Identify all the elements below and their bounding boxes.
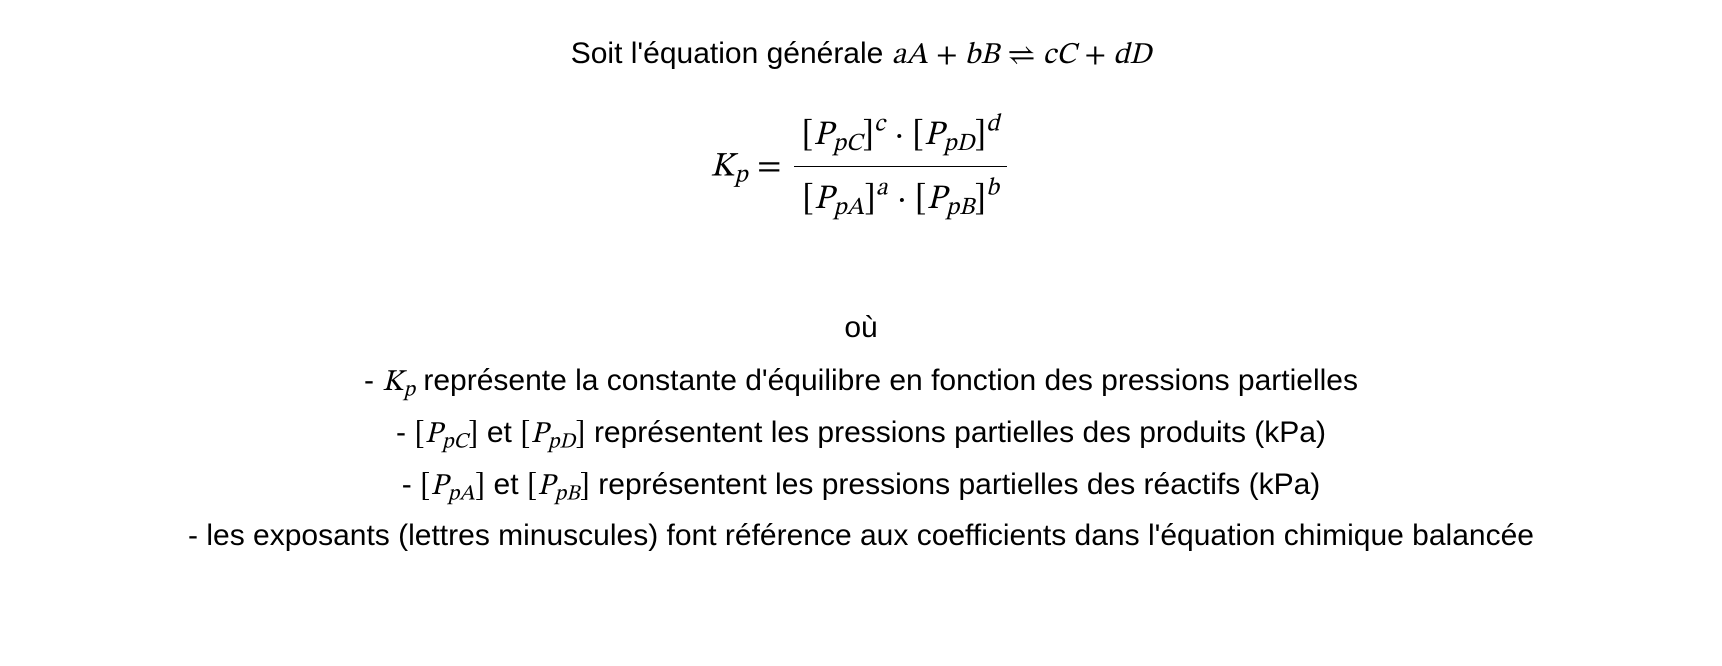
- definitions-block: - Kp représente la constante d'équilibre…: [188, 355, 1534, 558]
- kp-fraction: [PpC]c · [PpD]d [PpA]a · [PpB]b: [794, 107, 1008, 226]
- def-prod-p1: p: [442, 432, 454, 453]
- reaction-rhs-species-D: D: [1129, 41, 1151, 71]
- lb: [: [414, 420, 424, 450]
- rbracket: ]: [974, 119, 986, 153]
- rbracket: ]: [862, 119, 874, 153]
- reaction-plus-1: +: [936, 41, 965, 71]
- kp-num-exp-d: d: [986, 112, 999, 137]
- reaction-rhs-coef-d: d: [1113, 41, 1129, 71]
- reaction-lhs-coef-a: a: [892, 41, 906, 71]
- def-kp-sub: p: [403, 381, 415, 402]
- kp-denominator: [PpA]a · [PpB]b: [794, 167, 1008, 226]
- kp-formula: Kp = [PpC]c · [PpD]d [PpA]a · [PpB]b: [711, 107, 1012, 226]
- reaction-rhs-species-C: C: [1056, 41, 1076, 71]
- dash: -: [188, 519, 206, 552]
- reaction-lhs-coef-b: b: [965, 41, 981, 71]
- kp-num-term-C: [PpC]c: [802, 114, 895, 152]
- kp-equals: =: [757, 150, 789, 184]
- kp-den-cdot: ·: [897, 183, 915, 217]
- kp-den-species-A: A: [846, 195, 864, 220]
- rb: ]: [475, 472, 485, 502]
- lb: [: [520, 420, 530, 450]
- def-reac-A: A: [459, 484, 475, 505]
- kp-num-P-1: P: [813, 119, 832, 153]
- document-root: Soit l'équation générale aA + bB ⇌ cC + …: [0, 0, 1722, 666]
- lbracket: [: [802, 183, 814, 217]
- kp-numerator: [PpC]c · [PpD]d: [794, 107, 1008, 167]
- def-reac-p1: p: [448, 484, 460, 505]
- def-prod-P1: P: [425, 420, 442, 450]
- reaction-plus-2: +: [1085, 41, 1114, 71]
- kp-num-p-1: p: [833, 131, 846, 156]
- rbracket: ]: [864, 183, 876, 217]
- def-prod-D: D: [559, 432, 575, 453]
- def-prod-P2: P: [531, 420, 548, 450]
- def-prod-p2: p: [548, 432, 560, 453]
- where-label: où: [844, 306, 877, 350]
- def-reac-P2: P: [537, 472, 554, 502]
- dash: -: [396, 416, 414, 449]
- def-reac-text: représentent les pressions partielles de…: [598, 468, 1320, 501]
- kp-den-exp-a: a: [876, 176, 888, 201]
- kp-den-P-2: P: [927, 183, 946, 217]
- kp-num-term-D: [PpD]d: [912, 114, 999, 152]
- kp-den-exp-b: b: [986, 176, 999, 201]
- kp-den-p-2: p: [946, 195, 959, 220]
- reaction-rhs-coef-c: c: [1043, 41, 1056, 71]
- def-prod-and: et: [487, 416, 520, 449]
- lbracket: [: [802, 119, 814, 153]
- dash: -: [364, 364, 382, 397]
- def-reac-P1: P: [431, 472, 448, 502]
- kp-den-P-1: P: [814, 183, 833, 217]
- lb: [: [420, 472, 430, 502]
- kp-den-term-B: [PpB]b: [915, 178, 999, 216]
- lb: [: [527, 472, 537, 502]
- kp-den-species-B: B: [959, 195, 974, 220]
- reaction-equilibrium-arrows: ⇌: [1007, 41, 1043, 71]
- definition-products: - [PpC] et [PpD] représentent les pressi…: [188, 411, 1534, 459]
- kp-num-P-2: P: [924, 119, 943, 153]
- kp-symbol-sub-p: p: [734, 162, 747, 187]
- kp-num-species-C: C: [846, 131, 862, 156]
- reaction-lhs-species-A: A: [906, 41, 928, 71]
- kp-den-p-1: p: [833, 195, 846, 220]
- def-reac-B: B: [566, 484, 579, 505]
- rbracket: ]: [974, 183, 986, 217]
- definition-reactants: - [PpA] et [PpB] représentent les pressi…: [188, 463, 1534, 511]
- kp-den-term-A: [PpA]a: [802, 178, 897, 216]
- intro-prefix: Soit l'équation générale: [571, 37, 892, 70]
- lbracket: [: [912, 119, 924, 153]
- kp-symbol-K: K: [711, 150, 735, 184]
- kp-num-species-D: D: [956, 131, 974, 156]
- def-prod-text: représentent les pressions partielles de…: [594, 416, 1326, 449]
- rb: ]: [575, 420, 585, 450]
- lbracket: [: [915, 183, 927, 217]
- rb: ]: [468, 420, 478, 450]
- def-kp-K: K: [382, 368, 403, 398]
- kp-num-p-2: p: [943, 131, 956, 156]
- def-kp-text: représente la constante d'équilibre en f…: [423, 364, 1358, 397]
- def-prod-C: C: [454, 432, 468, 453]
- rb: ]: [579, 472, 589, 502]
- reaction-lhs-species-B: B: [980, 41, 999, 71]
- def-reac-and: et: [494, 468, 527, 501]
- def-exponents-text: les exposants (lettres minuscules) font …: [206, 519, 1534, 552]
- definition-kp: - Kp représente la constante d'équilibre…: [188, 359, 1534, 407]
- kp-num-exp-c: c: [874, 112, 885, 137]
- dash: -: [402, 468, 420, 501]
- intro-line: Soit l'équation générale aA + bB ⇌ cC + …: [571, 32, 1152, 79]
- definition-exponents: - les exposants (lettres minuscules) fon…: [188, 514, 1534, 558]
- def-reac-p2: p: [554, 484, 566, 505]
- kp-num-cdot: ·: [895, 119, 913, 153]
